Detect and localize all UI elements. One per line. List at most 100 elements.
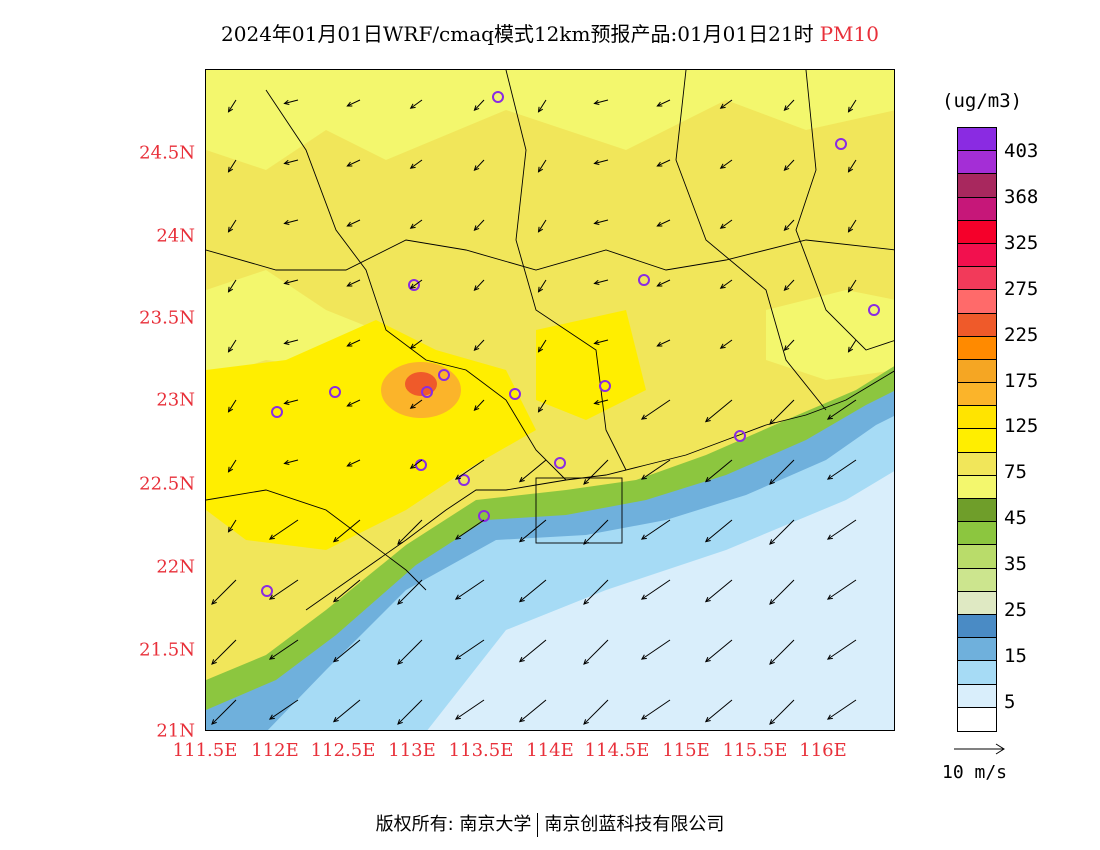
wind-arrow [228,459,237,473]
wind-arrow [769,699,795,725]
wind-arrow [347,159,361,167]
legend-swatch [958,290,996,314]
legend-label: 368 [1004,186,1039,208]
wind-arrow-head [704,656,711,663]
wind-arrow-head [847,346,854,353]
footer-divider [537,813,539,837]
wind-arrow [474,99,485,111]
legend-swatch [958,661,996,685]
coastline [305,370,894,611]
wind-arrow-head [640,414,647,420]
wind-arrow-head [227,166,234,173]
wind-arrow [594,279,609,284]
wind-arrow-head [268,654,275,660]
map-canvas [206,70,894,730]
wind-arrow [410,339,423,349]
wind-arrow-head [826,474,833,480]
wind-arrow [269,579,299,600]
station-marker[interactable] [554,457,566,469]
wind-arrow [269,639,299,660]
wind-arrow [657,99,671,107]
pollution-hotspot-core [405,372,437,396]
wind-arrow-head [847,226,854,233]
wind-arrow-head [719,283,726,289]
wind-arrow-head [346,401,353,407]
legend-label: 45 [1004,507,1027,529]
wind-arrow [347,339,361,347]
lon-tick: 112.5E [310,740,376,761]
station-marker[interactable] [599,380,611,392]
wind-arrow-head [783,165,790,172]
station-marker[interactable] [438,369,450,381]
admin-boundary [206,239,894,271]
station-marker[interactable] [509,388,521,400]
wind-arrow [705,399,733,423]
wind-arrow [827,639,857,660]
wind-arrow [474,399,485,411]
legend-swatch [958,684,996,708]
wind-arrow-head [283,459,290,465]
wind-arrow [827,579,857,600]
wind-arrow [848,339,857,353]
legend-label: 35 [1004,553,1027,575]
wind-arrow-head [283,399,290,405]
wind-arrow [848,219,857,233]
wind-arrow-head [473,105,480,112]
chart-title: 2024年01月01日WRF/cmaq模式12km预报产品:01月01日21时 P… [0,18,1100,47]
wind-arrow-head [783,285,790,292]
company-name: 南京创蓝科技有限公司 [544,814,725,835]
lat-tick: 21.5N [139,639,195,661]
station-marker[interactable] [638,274,650,286]
wind-arrow [228,399,237,413]
wind-arrow-head [640,474,647,480]
wind-arrow-head [656,101,663,107]
wind-arrow [769,399,795,425]
wind-arrow-head [283,159,290,165]
pm10-map[interactable] [205,69,895,731]
wind-arrow [784,159,795,171]
wind-arrow [641,699,671,720]
wind-arrow-head [518,656,525,663]
wind-arrow [705,639,733,663]
wind-arrow [284,99,299,104]
wind-arrow [720,279,733,289]
lon-tick: 115E [662,740,710,761]
lat-tick: 24.5N [139,142,195,164]
station-marker[interactable] [478,510,490,522]
wind-arrow [641,459,671,480]
legend-swatch [958,429,996,453]
station-marker[interactable] [868,304,880,316]
wind-arrow [228,339,237,353]
legend-swatch [958,151,996,175]
station-marker[interactable] [835,138,847,150]
station-marker[interactable] [329,386,341,398]
legend-unit: (ug/m3) [942,90,1023,112]
wind-arrow-head [332,536,339,543]
wind-arrow [284,339,299,344]
wind-arrow-head [656,221,663,227]
legend-swatch [958,475,996,499]
wind-arrow [657,279,671,287]
station-marker[interactable] [458,474,470,486]
admin-boundary [675,70,827,411]
lon-tick: 116E [799,740,847,761]
legend-swatch [958,313,996,337]
station-marker[interactable] [415,459,427,471]
wind-arrow [784,339,795,351]
monitoring-stations [261,91,880,597]
station-marker[interactable] [261,585,273,597]
wind-arrow [347,279,361,287]
station-marker[interactable] [421,386,433,398]
wind-arrow [784,279,795,291]
station-marker[interactable] [408,279,420,291]
wind-arrow-head [583,719,589,725]
wind-arrow-head [397,659,403,665]
wind-arrow [705,699,733,723]
station-marker[interactable] [271,406,283,418]
wind-arrow-head [593,399,600,405]
station-marker[interactable] [734,430,746,442]
wind-arrow [410,459,423,469]
station-marker[interactable] [492,91,504,103]
low-concentration-zone [206,70,894,170]
legend-swatch [958,336,996,360]
